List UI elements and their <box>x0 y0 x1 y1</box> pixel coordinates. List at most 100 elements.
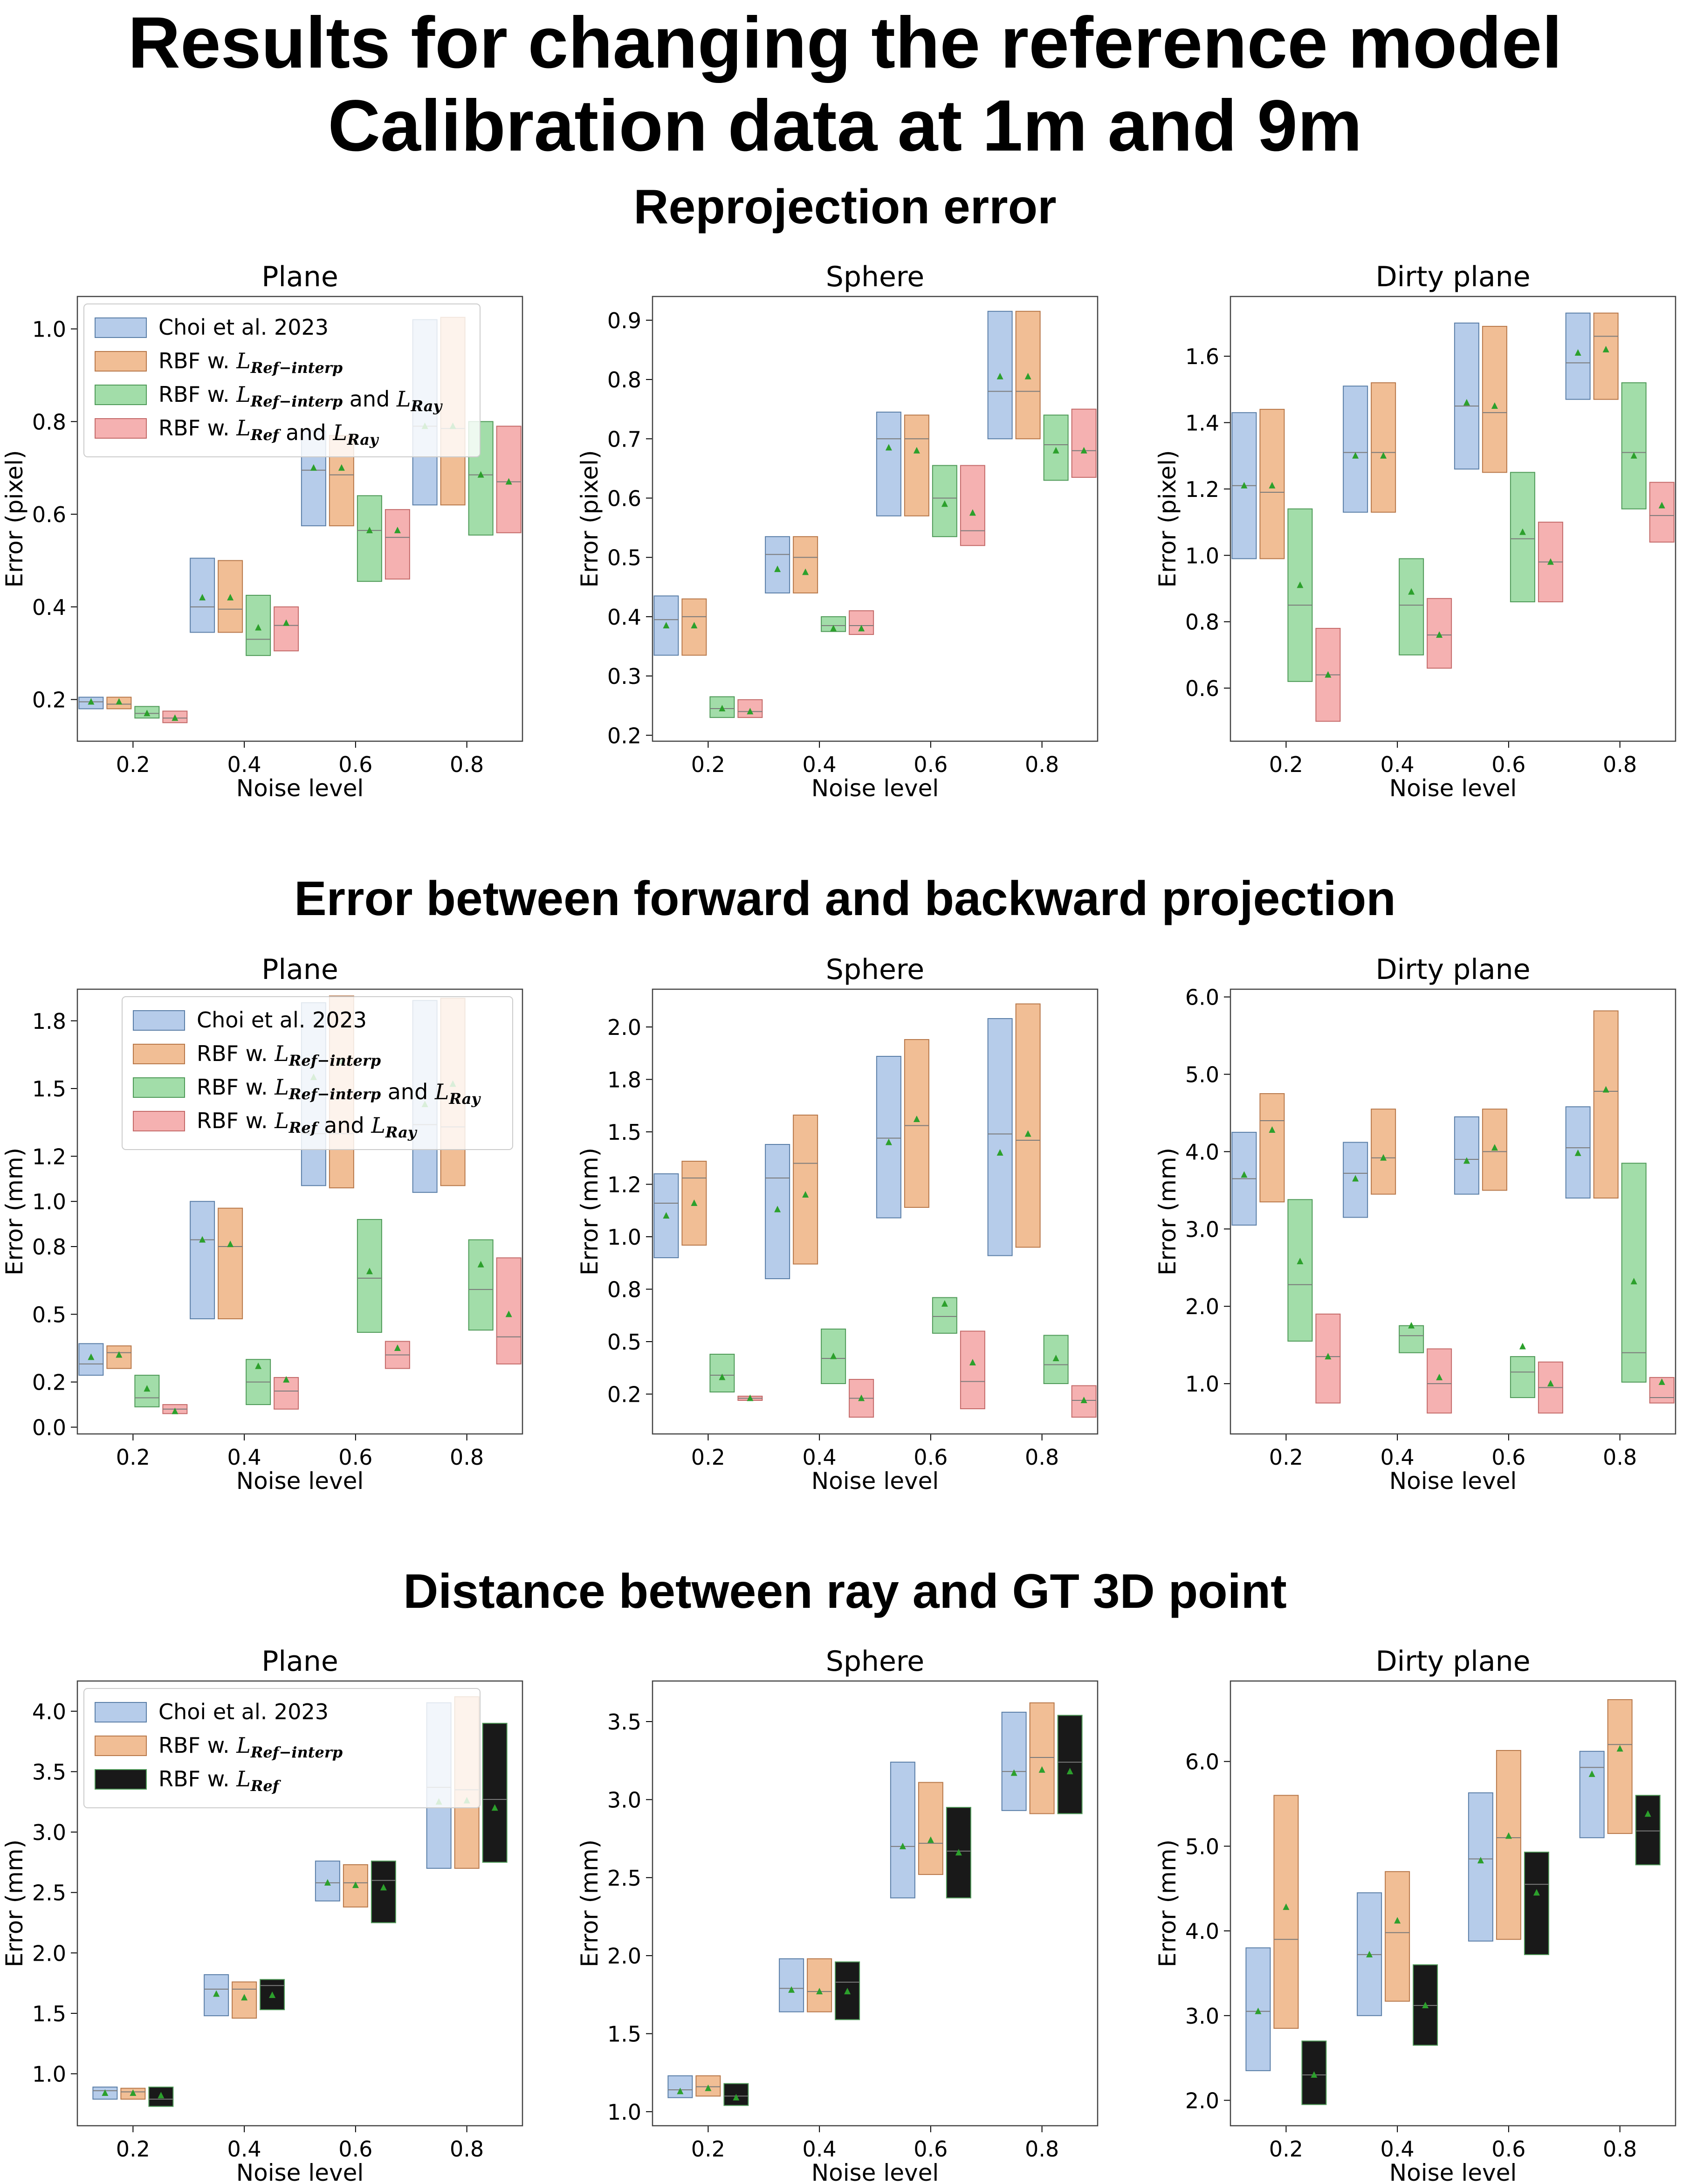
mean-marker <box>310 464 317 471</box>
mean-marker <box>130 2089 137 2096</box>
mean-marker <box>1463 1157 1470 1164</box>
x-tick-label: 0.2 <box>691 1445 725 1470</box>
plot-frame <box>652 988 1099 1435</box>
mean-marker <box>1380 452 1387 459</box>
x-axis-label: Noise level <box>811 1467 939 1495</box>
y-tick-label: 1.6 <box>1185 344 1219 369</box>
chart-title: Dirty plane <box>1375 953 1530 986</box>
box-rbf_ref_ray-0.6 <box>960 465 985 546</box>
mean-marker <box>1241 482 1248 489</box>
mean-marker <box>1269 1126 1276 1133</box>
legend-swatch-rbf_interp <box>133 1044 185 1064</box>
plot-frame <box>1230 296 1676 742</box>
plot-frame <box>76 296 523 742</box>
box-choi-0.4 <box>1343 386 1368 513</box>
mean-marker <box>1080 1397 1087 1403</box>
mean-marker <box>1297 581 1304 588</box>
box-rbf_interp-0.4 <box>218 1207 243 1320</box>
box-choi-0.8 <box>1579 1750 1605 1839</box>
box-rbf_interp-0.6 <box>1482 326 1507 473</box>
y-tick-label: 0.2 <box>32 1370 66 1395</box>
mean-marker <box>324 1879 331 1886</box>
row-title-reprojection: Reprojection error <box>633 180 1057 234</box>
mean-marker <box>394 1344 401 1351</box>
figure-title-line-1: Results for changing the reference model <box>128 2 1562 83</box>
y-tick-label: 0.5 <box>32 1302 66 1327</box>
x-tick-label: 0.8 <box>450 1445 484 1470</box>
mean-marker <box>1491 402 1498 409</box>
mean-marker <box>802 568 809 575</box>
mean-marker <box>269 1991 276 1998</box>
box-rbf_interp-0.8 <box>1607 1699 1633 1834</box>
box-rbf_ref-0.8 <box>482 1722 508 1863</box>
mean-marker <box>719 1373 726 1380</box>
mean-marker <box>941 1300 948 1307</box>
x-tick-label: 0.6 <box>914 752 948 777</box>
box-choi-0.6 <box>1454 1116 1479 1195</box>
mean-marker <box>227 1240 234 1247</box>
mean-marker <box>394 526 401 533</box>
box-rbf_interp_ray-0.8 <box>1621 382 1647 510</box>
mean-marker <box>844 1988 851 1995</box>
y-tick-label: 2.0 <box>1185 1294 1219 1319</box>
legend-frame <box>83 1688 481 1808</box>
y-tick-label: 0.2 <box>607 723 641 748</box>
mean-marker <box>172 1407 179 1414</box>
x-tick-label: 0.6 <box>1491 752 1525 777</box>
y-tick-label: 0.4 <box>607 605 641 630</box>
legend-swatch-choi <box>95 1702 147 1722</box>
mean-marker <box>885 444 892 451</box>
mean-marker <box>1616 1745 1623 1752</box>
chart-r3-dirty: Dirty plane 2.0 3.0 4.0 5.0 6.0 0.2 0.4 0.6 0.8 No… <box>1154 1645 1676 2184</box>
box-rbf_interp-0.2 <box>695 2075 721 2097</box>
mean-marker <box>747 1394 754 1401</box>
mean-marker <box>1588 1770 1595 1777</box>
x-tick-label: 0.4 <box>1381 752 1415 777</box>
mean-marker <box>158 2092 165 2099</box>
chart-r1-dirty: Dirty plane 0.6 0.8 1.0 1.2 1.4 1.6 0.2 0.4 0.6 0.… <box>1154 261 1676 802</box>
legend: Choi et al. 2023 RBF w. LRef−interp RBF w.… <box>83 303 481 457</box>
x-axis-label: Noise level <box>236 2159 364 2184</box>
box-rbf_interp-0.4 <box>1371 382 1396 513</box>
box-rbf_ref-0.4 <box>835 1961 860 2020</box>
mean-marker <box>663 1212 670 1219</box>
y-tick-label: 4.0 <box>32 1699 66 1724</box>
mean-marker <box>941 500 948 507</box>
legend-swatch-rbf_interp <box>95 351 147 372</box>
chart-r2-dirty: Dirty plane 1.0 2.0 3.0 4.0 5.0 6.0 0.2 0.4 0.6 0.… <box>1154 953 1676 1495</box>
x-tick-label: 0.8 <box>1025 1445 1059 1470</box>
mean-marker <box>885 1138 892 1145</box>
y-tick-label: 3.5 <box>32 1759 66 1784</box>
y-tick-label: 1.8 <box>607 1068 641 1093</box>
mean-marker <box>830 625 837 632</box>
y-axis-label: Error (mm) <box>1154 1840 1181 1967</box>
legend-swatch-choi <box>133 1010 185 1031</box>
chart-title: Dirty plane <box>1375 261 1530 293</box>
mean-marker <box>996 1149 1003 1156</box>
x-tick-label: 0.2 <box>1269 2136 1303 2162</box>
y-tick-label: 5.0 <box>1185 1062 1219 1088</box>
y-tick-label: 1.0 <box>1185 543 1219 568</box>
y-tick-label: 1.5 <box>607 1120 641 1145</box>
box-rbf_interp_ray-0.6 <box>357 1219 382 1333</box>
legend-label-rbf_interp_ray: RBF w. LRef−interp and LRay <box>197 1075 481 1108</box>
chart-r3-plane: Plane 1.0 1.5 2.0 2.5 3.0 3.5 4.0 0.2 0.4 0.6 0.8 No… <box>1 1645 523 2184</box>
box-rbf_interp-0.8 <box>1593 1010 1619 1199</box>
y-tick-label: 4.0 <box>1185 1919 1219 1944</box>
legend-label-rbf_ref_ray: RBF w. LRef and LRay <box>158 415 379 448</box>
y-tick-label: 0.8 <box>607 1277 641 1302</box>
y-tick-label: 5.0 <box>1185 1834 1219 1859</box>
mean-marker <box>1602 1086 1609 1093</box>
row-title-forward-backward: Error between forward and backward proje… <box>294 872 1396 926</box>
mean-marker <box>1422 2001 1429 2008</box>
y-axis-label: Error (mm) <box>1 1840 28 1967</box>
y-tick-label: 1.8 <box>32 1009 66 1034</box>
box-rbf_ref_ray-0.8 <box>1649 482 1675 543</box>
mean-marker <box>144 710 151 717</box>
box-rbf_interp_ray-0.8 <box>468 1239 494 1331</box>
x-tick-label: 0.6 <box>338 2136 372 2162</box>
mean-marker <box>1436 1373 1443 1380</box>
box-rbf_interp_ray-0.2 <box>1287 508 1313 682</box>
x-axis-label: Noise level <box>236 1467 364 1495</box>
box-choi-0.6 <box>876 1056 901 1219</box>
